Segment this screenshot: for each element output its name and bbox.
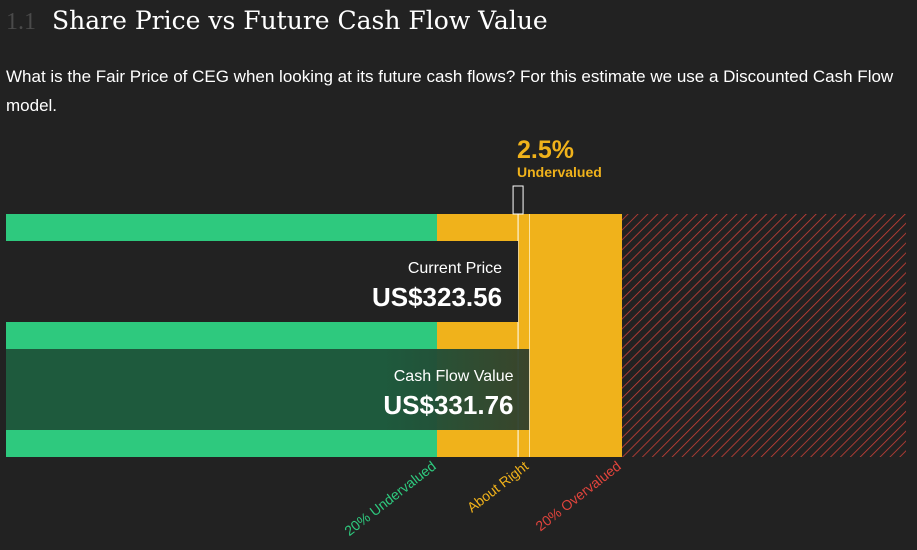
valuation-percent: 2.5% — [517, 136, 574, 164]
zone-label-undervalued: 20% Undervalued — [341, 458, 439, 539]
cash-flow-value-label: Cash Flow Value — [394, 368, 514, 385]
section-description: What is the Fair Price of CEG when looki… — [6, 67, 894, 115]
current-price-label: Current Price — [408, 260, 502, 277]
zone-label-overvalued: 20% Overvalued — [532, 458, 623, 534]
cash-flow-value-box — [6, 349, 530, 430]
section-title: Share Price vs Future Cash Flow Value — [52, 6, 548, 35]
valuation-status: Undervalued — [517, 164, 602, 180]
price-marker-tick — [512, 185, 524, 215]
overvalued-zone — [622, 214, 906, 457]
section-number: 1.1 — [6, 9, 36, 35]
zone-label-about-right: About Right — [464, 458, 532, 516]
cash-flow-value-amount: US$331.76 — [383, 390, 513, 420]
current-price-box — [6, 241, 519, 322]
section-header: 1.1 Share Price vs Future Cash Flow Valu… — [6, 6, 548, 36]
current-price-value: US$323.56 — [372, 282, 502, 312]
